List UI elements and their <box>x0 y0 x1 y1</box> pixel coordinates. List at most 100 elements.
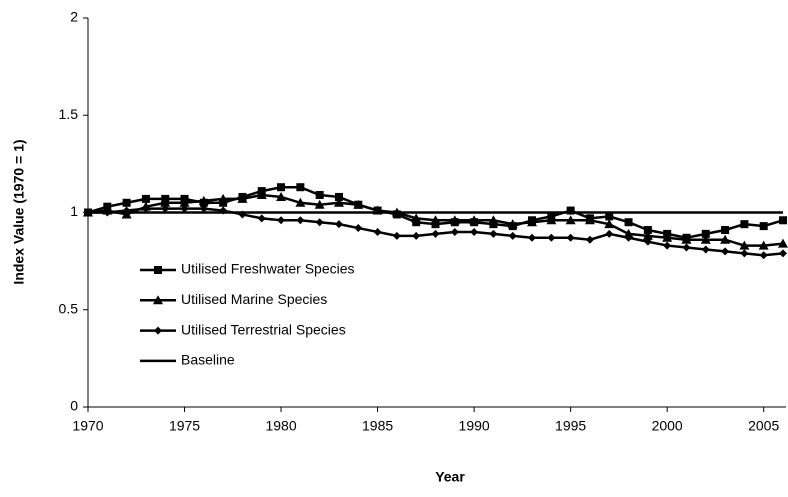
marker <box>489 229 498 238</box>
marker <box>373 227 382 236</box>
x-tick-label: 1980 <box>265 418 296 434</box>
marker <box>566 233 575 242</box>
marker <box>546 215 557 225</box>
marker <box>566 206 575 215</box>
marker <box>701 245 710 254</box>
y-tick-label: 2 <box>70 9 78 25</box>
marker <box>584 215 595 225</box>
marker <box>179 197 190 207</box>
x-tick-label: 1975 <box>169 418 200 434</box>
marker <box>160 197 171 207</box>
marker <box>411 213 422 223</box>
marker <box>663 241 672 250</box>
y-axis-label: Index Value (1970 = 1) <box>11 139 27 284</box>
marker <box>779 249 787 258</box>
marker <box>605 212 614 221</box>
y-tick-label: 1.5 <box>59 106 79 122</box>
marker <box>470 227 479 236</box>
marker <box>315 218 324 227</box>
marker <box>469 215 480 225</box>
marker <box>314 199 325 209</box>
marker <box>488 215 499 225</box>
y-tick-label: 0 <box>70 398 78 414</box>
y-tick-label: 1 <box>70 203 78 219</box>
marker <box>218 193 229 203</box>
marker <box>449 215 460 225</box>
x-tick-label: 1995 <box>555 418 586 434</box>
x-tick-label: 1970 <box>72 418 103 434</box>
marker <box>354 224 363 233</box>
marker <box>720 234 731 244</box>
marker <box>662 232 673 242</box>
x-tick-label: 2000 <box>652 418 683 434</box>
marker <box>237 193 248 203</box>
marker <box>623 228 634 238</box>
x-tick-label: 2005 <box>748 418 779 434</box>
legend-label: Utilised Marine Species <box>181 291 327 307</box>
marker <box>585 235 594 244</box>
marker <box>624 218 633 227</box>
marker <box>507 219 518 229</box>
marker <box>721 247 730 256</box>
marker <box>296 183 305 192</box>
marker <box>740 249 749 258</box>
marker <box>740 220 749 229</box>
marker <box>277 183 286 192</box>
legend-label: Utilised Freshwater Species <box>181 261 355 277</box>
marker <box>604 219 615 229</box>
marker <box>758 240 769 250</box>
marker <box>721 226 730 235</box>
x-tick-label: 1990 <box>459 418 490 434</box>
marker <box>334 192 343 201</box>
marker <box>180 204 189 213</box>
marker <box>334 220 343 229</box>
marker <box>199 204 208 213</box>
marker <box>605 229 614 238</box>
marker <box>701 229 710 238</box>
marker <box>153 295 163 305</box>
marker <box>624 233 633 242</box>
marker <box>700 234 711 244</box>
marker <box>450 227 459 236</box>
marker <box>779 216 787 225</box>
marker <box>759 222 768 231</box>
marker <box>161 204 170 213</box>
marker <box>681 234 692 244</box>
legend-label: Baseline <box>181 352 235 368</box>
legend-label: Utilised Terrestrial Species <box>181 321 346 337</box>
marker <box>315 190 324 199</box>
marker <box>430 215 441 225</box>
marker <box>528 233 537 242</box>
marker <box>276 191 287 201</box>
marker <box>277 216 286 225</box>
marker <box>256 189 267 199</box>
marker <box>643 226 652 235</box>
marker <box>295 197 306 207</box>
marker <box>759 251 768 260</box>
marker <box>198 195 209 205</box>
marker <box>431 229 440 238</box>
marker <box>412 231 421 240</box>
marker <box>154 266 162 274</box>
marker <box>527 217 538 227</box>
marker <box>547 233 556 242</box>
x-tick-label: 1985 <box>362 418 393 434</box>
marker <box>154 326 162 335</box>
marker <box>778 238 788 248</box>
marker <box>643 237 652 246</box>
marker <box>565 215 576 225</box>
marker <box>739 240 750 250</box>
marker <box>333 197 344 207</box>
marker <box>642 230 653 240</box>
marker <box>296 216 305 225</box>
marker <box>392 231 401 240</box>
marker <box>141 194 150 203</box>
marker <box>353 199 364 209</box>
marker <box>257 214 266 223</box>
marker <box>141 204 150 213</box>
marker <box>508 231 517 240</box>
x-axis-label: Year <box>435 469 465 485</box>
marker <box>682 243 691 252</box>
marker <box>122 198 131 207</box>
